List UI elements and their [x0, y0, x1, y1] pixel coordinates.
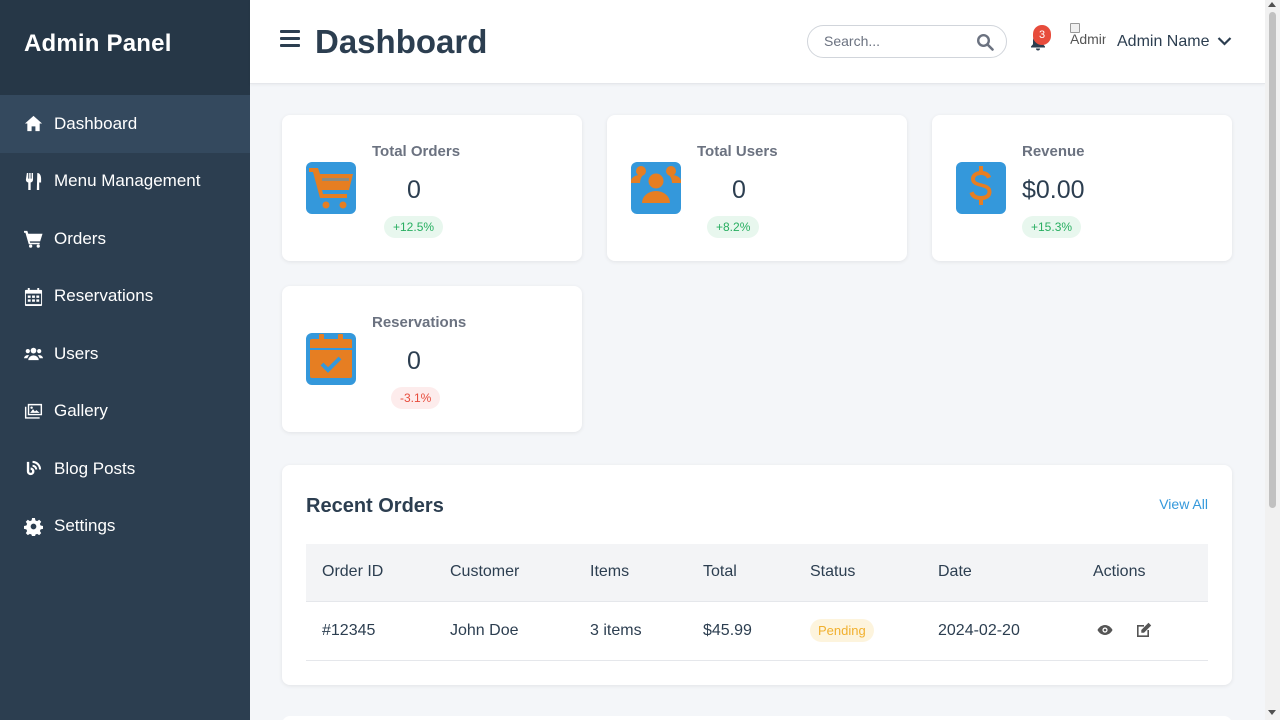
stat-label: Total Orders [372, 143, 461, 160]
users-icon [23, 344, 43, 364]
item-count: 3 items [590, 621, 642, 639]
sidebar-item-label: Blog Posts [54, 458, 136, 478]
sidebar: Admin Panel Dashboard Menu Management Or… [0, 0, 250, 720]
stat-icon-box [631, 162, 681, 214]
stat-label: Revenue [1022, 143, 1085, 160]
calendar-check-icon [310, 334, 352, 378]
sidebar-item-gallery[interactable]: Gallery [0, 383, 250, 441]
stat-change: +12.5% [384, 216, 444, 238]
chevron-down-icon[interactable] [1217, 35, 1232, 47]
stat-change: -3.1% [391, 387, 441, 409]
top-bar: Dashboard 3 Admin Admin Name [250, 0, 1265, 84]
calendar-icon [23, 286, 43, 306]
search-input[interactable] [824, 33, 969, 49]
search-box [807, 25, 1007, 58]
user-name[interactable]: Admin Name [1117, 33, 1210, 50]
status-badge: Pending [810, 619, 874, 642]
column-header: Date [938, 563, 972, 581]
notification-badge: 3 [1033, 25, 1051, 45]
sidebar-item-blog-posts[interactable]: Blog Posts [0, 440, 250, 498]
avatar[interactable]: Admin [1070, 31, 1106, 47]
actions-cell [1077, 601, 1208, 660]
page-title: Dashboard [315, 23, 488, 60]
avatar-broken-image-icon [1070, 23, 1080, 33]
utensils-icon [23, 171, 43, 191]
dollar-icon [969, 166, 992, 205]
users-icon [631, 166, 681, 203]
eye-icon[interactable] [1097, 622, 1113, 638]
table-header-row: Order ID Customer Items Total Status Dat… [306, 544, 1208, 601]
sidebar-item-label: Users [54, 343, 99, 363]
stat-value: $0.00 [1022, 176, 1085, 204]
sidebar-item-label: Reservations [54, 286, 154, 306]
hamburger-menu-icon[interactable] [280, 30, 300, 50]
sidebar-nav: Dashboard Menu Management Orders Reserva… [0, 95, 250, 555]
edit-icon[interactable] [1136, 622, 1152, 638]
order-id: #12345 [322, 621, 376, 639]
sidebar-item-label: Settings [54, 516, 116, 536]
search-icon[interactable] [976, 33, 994, 51]
images-icon [23, 401, 43, 421]
stat-card-revenue: Revenue $0.00 +15.3% [932, 115, 1232, 261]
stat-change: +15.3% [1022, 216, 1082, 238]
cart-icon [309, 168, 353, 209]
stat-change: +8.2% [707, 216, 760, 238]
column-header: Customer [450, 563, 520, 581]
sidebar-item-dashboard[interactable]: Dashboard [0, 95, 250, 153]
stat-label: Total Users [697, 143, 778, 160]
home-icon [23, 114, 43, 134]
sidebar-item-label: Menu Management [54, 171, 201, 191]
section-title: Recent Orders [306, 495, 444, 517]
sidebar-item-settings[interactable]: Settings [0, 498, 250, 556]
orders-table: Order ID Customer Items Total Status Dat… [306, 544, 1208, 661]
stat-value: 0 [732, 176, 746, 204]
sidebar-item-reservations[interactable]: Reservations [0, 268, 250, 326]
column-header: Order ID [322, 563, 384, 581]
column-header: Total [703, 563, 737, 581]
stat-value: 0 [407, 176, 421, 204]
sidebar-item-label: Orders [54, 228, 106, 248]
blog-icon [23, 459, 43, 479]
gear-icon [23, 516, 43, 536]
column-header: Status [810, 563, 856, 581]
sidebar-item-label: Gallery [54, 401, 108, 421]
brand-title: Admin Panel [0, 0, 250, 95]
stat-icon-box [306, 162, 356, 214]
customer-name: John Doe [450, 621, 519, 639]
sidebar-item-menu-management[interactable]: Menu Management [0, 153, 250, 211]
scrollbar-thumb[interactable] [1269, 12, 1276, 508]
stat-label: Reservations [372, 314, 467, 331]
stat-icon-box [956, 162, 1006, 214]
sidebar-item-users[interactable]: Users [0, 325, 250, 383]
table-row: #12345 John Doe 3 items $45.99 Pending 2… [306, 601, 1208, 660]
stat-card-total-users: Total Users 0 +8.2% [607, 115, 907, 261]
view-all-link[interactable]: View All [1159, 496, 1208, 512]
next-section-card [282, 716, 1232, 720]
scrollbar[interactable] [1265, 0, 1280, 720]
scroll-up-arrow-icon[interactable] [1268, 2, 1276, 7]
stat-value: 0 [407, 347, 421, 375]
sidebar-item-label: Dashboard [54, 113, 138, 133]
stat-icon-box [306, 333, 356, 385]
column-header: Items [590, 563, 630, 581]
status-cell: Pending [794, 601, 922, 660]
stat-card-reservations: Reservations 0 -3.1% [282, 286, 582, 432]
stat-card-total-orders: Total Orders 0 +12.5% [282, 115, 582, 261]
scroll-down-arrow-icon[interactable] [1268, 710, 1276, 715]
column-header: Actions [1093, 563, 1146, 581]
sidebar-item-orders[interactable]: Orders [0, 210, 250, 268]
order-total: $45.99 [703, 621, 752, 639]
recent-orders-card: Recent Orders View All Order ID Customer… [282, 465, 1232, 685]
order-date: 2024-02-20 [938, 621, 1020, 639]
cart-icon [23, 229, 43, 249]
